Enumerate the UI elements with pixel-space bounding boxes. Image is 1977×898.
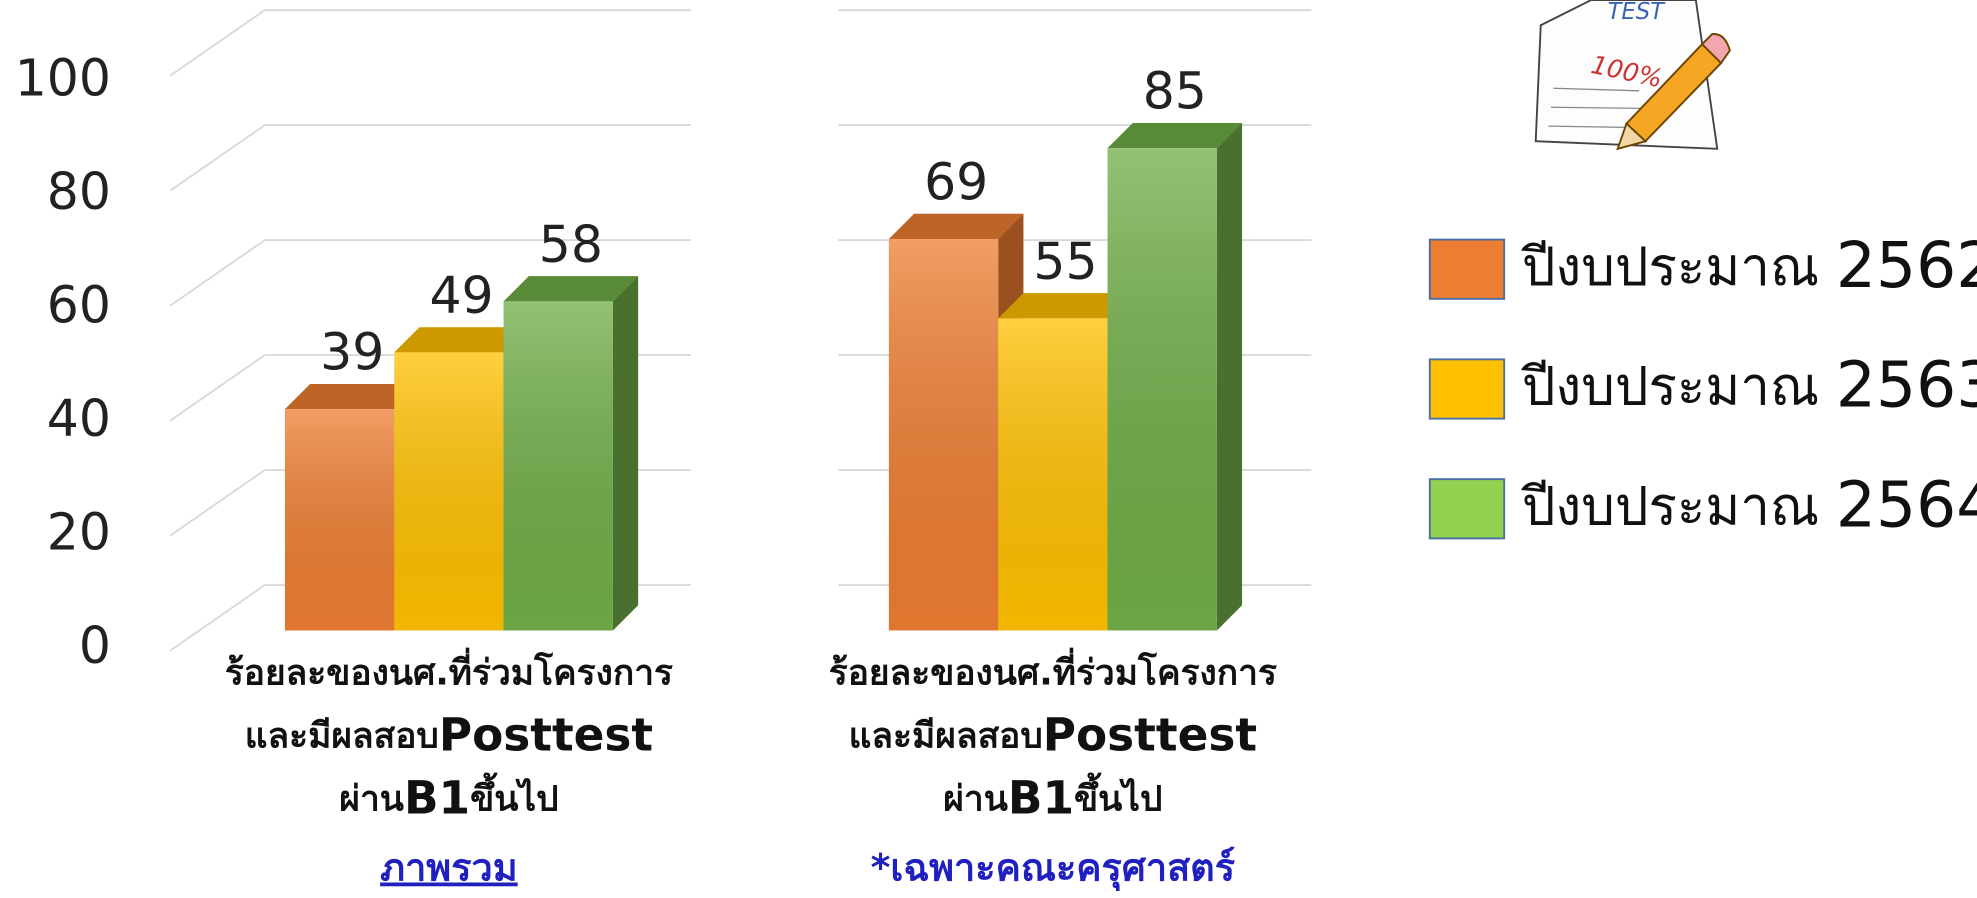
- grid-line-side: [170, 125, 265, 191]
- y-tick-label: 20: [47, 502, 111, 561]
- illustration: TEST 100%: [1536, 0, 1730, 149]
- bar-shine: [285, 409, 394, 630]
- bar-shine: [998, 318, 1107, 630]
- legend-swatch: [1430, 359, 1504, 418]
- bar-shine: [1108, 148, 1217, 630]
- bar-shine: [504, 301, 613, 630]
- value-label: 58: [539, 215, 603, 274]
- grid-line-side: [170, 585, 265, 651]
- x-tick-label: ร้อยละของนศ.ที่ร่วมโครงการ: [225, 648, 673, 694]
- legend-label: ปีงบประมาณ 2563: [1520, 348, 1977, 422]
- x-tick-label: และมีผลสอบPosttest: [245, 708, 653, 761]
- legend-swatch: [1430, 479, 1504, 538]
- page: TEST 100% 0 20 40 60 80 100 39 49 58 ร้อยละของนศ.…: [0, 0, 1977, 894]
- value-label: 85: [1143, 62, 1207, 121]
- value-label: 69: [924, 153, 988, 212]
- grid-line-side: [170, 240, 265, 306]
- grid-line-side: [170, 10, 265, 76]
- x-tick-label: ร้อยละของนศ.ที่ร่วมโครงการ: [829, 648, 1277, 694]
- grid-line-side: [170, 470, 265, 536]
- grid-line-side: [170, 355, 265, 421]
- illustration-text: TEST: [1608, 0, 1667, 25]
- bar-shine: [394, 352, 503, 630]
- bar-side-shade: [1217, 123, 1242, 630]
- bar-side-shade: [613, 276, 638, 630]
- category-note: *เฉพาะคณะครุศาสตร์: [871, 846, 1236, 892]
- legend-label: ปีงบประมาณ 2564: [1520, 468, 1977, 542]
- legend-swatch: [1430, 240, 1504, 299]
- y-tick-label: 40: [47, 389, 111, 448]
- bar-shine: [889, 239, 998, 630]
- chart: TEST 100% 0 20 40 60 80 100 39 49 58 ร้อยละของนศ.…: [0, 0, 1977, 894]
- x-tick-label: ผ่านB1ขึ้นไป: [943, 771, 1162, 824]
- x-tick-label: ผ่านB1ขึ้นไป: [339, 771, 558, 824]
- y-tick-label: 60: [47, 275, 111, 334]
- y-tick-label: 100: [15, 48, 111, 107]
- value-label: 55: [1033, 232, 1097, 291]
- y-tick-label: 80: [47, 162, 111, 221]
- value-label: 49: [429, 266, 493, 325]
- y-tick-label: 0: [79, 616, 111, 675]
- x-tick-label: และมีผลสอบPosttest: [849, 708, 1257, 761]
- legend-label: ปีงบประมาณ 2562: [1520, 228, 1977, 302]
- category-note: ภาพรวม: [380, 846, 518, 890]
- value-label: 39: [320, 323, 384, 382]
